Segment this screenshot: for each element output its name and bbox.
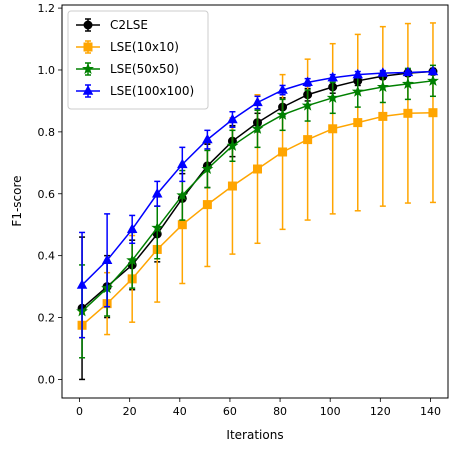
marker-star xyxy=(82,62,94,75)
y-axis-label: F1-score xyxy=(10,175,24,226)
marker-square xyxy=(202,200,212,210)
y-tick-label: 0.6 xyxy=(38,188,56,201)
marker-star xyxy=(226,139,239,151)
marker-star xyxy=(276,108,289,120)
series-layer xyxy=(76,22,439,381)
marker-star xyxy=(251,122,264,134)
marker-triangle xyxy=(252,96,263,107)
marker-star xyxy=(301,99,314,111)
marker-square xyxy=(227,181,237,191)
marker-triangle xyxy=(402,66,414,77)
marker-triangle xyxy=(152,187,163,198)
marker-square xyxy=(278,147,288,157)
marker-square xyxy=(403,108,413,118)
x-axis-ticks: 0 20 40 60 80 100 120 140 xyxy=(76,398,441,418)
legend-label: LSE(50x50) xyxy=(110,62,179,76)
marker-square xyxy=(328,124,338,134)
marker-star xyxy=(427,74,439,86)
marker-square xyxy=(303,135,313,145)
marker-star xyxy=(151,221,164,233)
marker-star xyxy=(376,80,389,93)
plot-frame xyxy=(61,4,449,399)
x-tick-label: 80 xyxy=(273,405,287,418)
marker-triangle xyxy=(76,279,88,289)
marker-triangle xyxy=(327,71,338,82)
x-tick-label: 40 xyxy=(173,405,187,418)
y-tick-label: 0.0 xyxy=(38,373,56,386)
marker-square xyxy=(353,118,363,128)
marker-triangle xyxy=(202,133,213,144)
x-axis-label: Iterations xyxy=(226,428,283,442)
marker-triangle xyxy=(277,84,288,94)
y-tick-label: 0.8 xyxy=(38,126,56,139)
x-tick-label: 140 xyxy=(420,405,441,418)
x-tick-label: 0 xyxy=(76,405,83,418)
x-tick-label: 100 xyxy=(320,405,341,418)
y-tick-label: 1.0 xyxy=(38,64,56,77)
marker-triangle xyxy=(227,113,238,124)
x-tick-label: 60 xyxy=(223,405,237,418)
marker-triangle xyxy=(101,254,113,264)
y-tick-label: 1.2 xyxy=(38,2,56,15)
marker-square xyxy=(83,42,93,52)
legend-label: C2LSE xyxy=(110,18,148,32)
marker-star xyxy=(326,91,339,103)
marker-triangle xyxy=(177,158,188,169)
marker-star xyxy=(201,162,214,175)
x-tick-label: 120 xyxy=(370,405,391,418)
marker-triangle xyxy=(377,67,389,77)
legend-label: LSE(100x100) xyxy=(110,84,194,98)
marker-triangle xyxy=(427,65,439,76)
marker-star xyxy=(351,85,364,97)
y-tick-label: 0.4 xyxy=(38,250,56,263)
marker-square xyxy=(253,164,263,174)
y-axis-ticks: 0.0 0.2 0.4 0.6 0.8 1.0 1.2 xyxy=(38,2,62,386)
x-tick-label: 20 xyxy=(123,405,137,418)
marker-triangle xyxy=(302,76,313,87)
marker-triangle xyxy=(126,223,138,234)
marker-star xyxy=(176,189,189,201)
marker-square xyxy=(428,108,438,118)
marker-triangle xyxy=(352,68,364,79)
marker-triangle xyxy=(82,85,94,95)
marker-star xyxy=(401,77,414,89)
legend-box xyxy=(67,10,209,110)
marker-square xyxy=(177,220,187,230)
legend: C2LSE LSE(10x10) LSE(50x50) LSE(100x100) xyxy=(67,10,209,110)
y-tick-label: 0.2 xyxy=(38,312,56,325)
legend-label: LSE(10x10) xyxy=(110,40,179,54)
marker-circle xyxy=(83,20,93,30)
series-3 xyxy=(76,65,439,339)
marker-square xyxy=(378,111,388,121)
marker-star xyxy=(126,254,139,266)
